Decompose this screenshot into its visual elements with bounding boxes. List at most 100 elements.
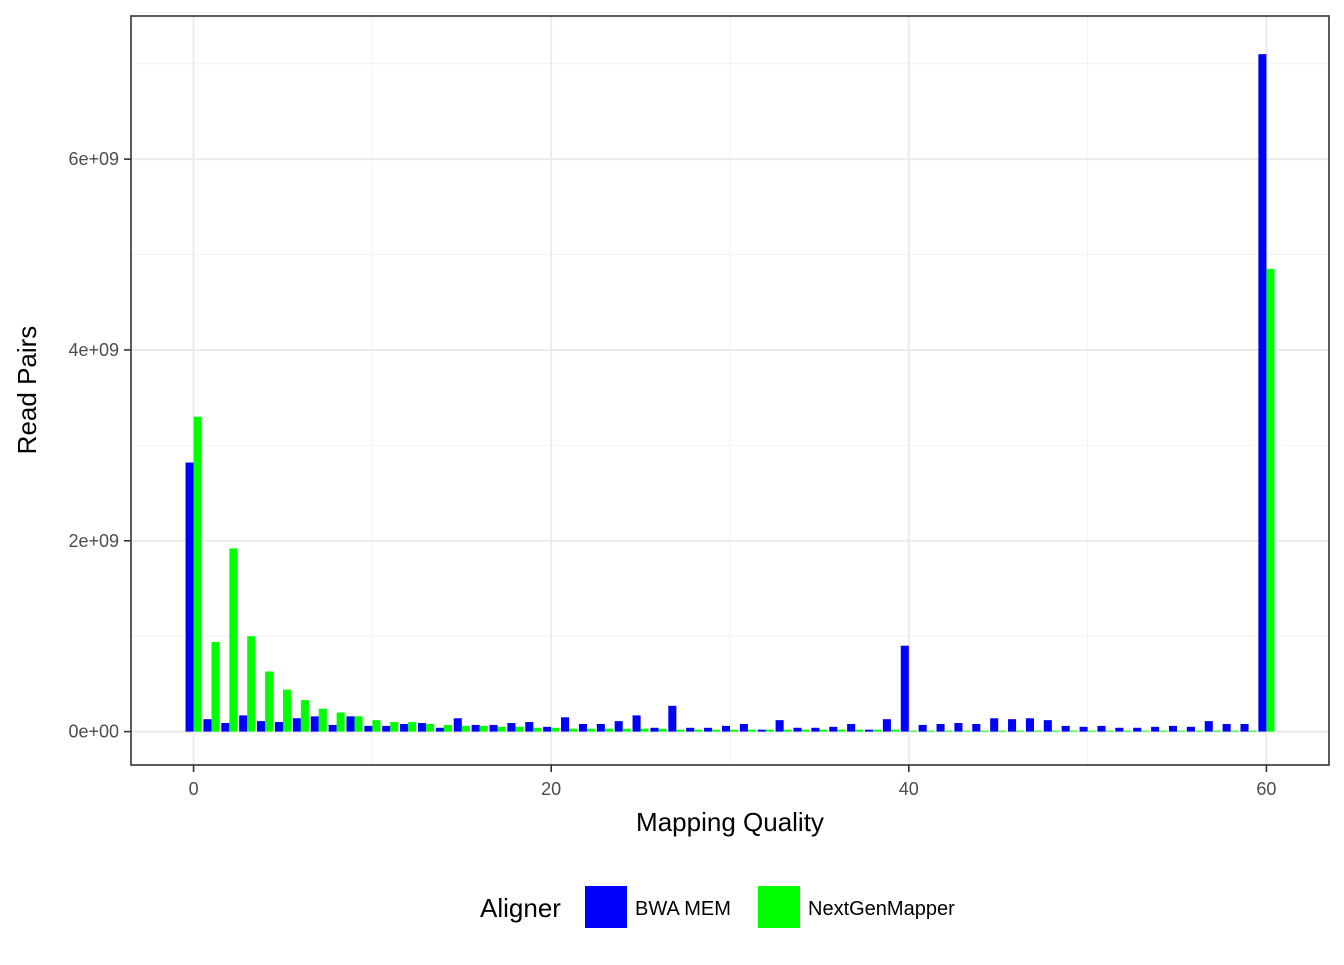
- bar-bwa-mem: [382, 725, 391, 732]
- bar-bwa-mem: [1025, 718, 1034, 732]
- bar-nextgenmapper: [497, 726, 506, 732]
- bar-nextgenmapper: [1016, 730, 1025, 732]
- bar-nextgenmapper: [944, 730, 953, 732]
- y-axis: 0e+00 2e+09 4e+09 6e+09: [68, 149, 131, 742]
- bar-nextgenmapper: [247, 636, 256, 732]
- bar-nextgenmapper: [1212, 730, 1221, 732]
- bar-nextgenmapper: [855, 729, 864, 732]
- bar-nextgenmapper: [1087, 730, 1096, 732]
- x-tick-label: 20: [541, 779, 561, 799]
- bar-bwa-mem: [185, 462, 194, 732]
- bar-nextgenmapper: [354, 716, 363, 732]
- bar-nextgenmapper: [390, 722, 399, 732]
- bar-bwa-mem: [1008, 719, 1017, 732]
- bar-nextgenmapper: [1033, 730, 1043, 732]
- bar-bwa-mem: [811, 727, 820, 732]
- bar-nextgenmapper: [586, 728, 596, 732]
- bar-nextgenmapper: [926, 730, 935, 732]
- bar-nextgenmapper: [229, 548, 238, 732]
- y-tick-label: 4e+09: [68, 340, 119, 360]
- bar-bwa-mem: [417, 723, 427, 732]
- bar-bwa-mem: [1115, 727, 1124, 732]
- bar-nextgenmapper: [1177, 730, 1186, 732]
- bar-bwa-mem: [453, 718, 462, 732]
- bar-nextgenmapper: [1051, 730, 1060, 732]
- bar-nextgenmapper: [408, 722, 417, 732]
- bar-bwa-mem: [346, 716, 355, 732]
- bar-bwa-mem: [632, 715, 641, 732]
- bar-nextgenmapper: [837, 729, 846, 732]
- bar-bwa-mem: [847, 723, 856, 732]
- bar-nextgenmapper: [712, 729, 721, 732]
- bar-nextgenmapper: [1266, 268, 1275, 732]
- bar-nextgenmapper: [1194, 730, 1203, 732]
- bar-nextgenmapper: [604, 728, 613, 732]
- bar-bwa-mem: [668, 705, 677, 732]
- bar-bwa-mem: [525, 722, 534, 732]
- bar-nextgenmapper: [1159, 730, 1168, 732]
- bar-nextgenmapper: [426, 723, 435, 732]
- legend: Aligner BWA MEM NextGenMapper: [480, 886, 955, 928]
- bar-nextgenmapper: [1069, 730, 1078, 732]
- bar-nextgenmapper: [265, 671, 274, 732]
- panel-border: [130, 15, 1330, 766]
- y-axis-title: Read Pairs: [12, 326, 42, 455]
- bar-nextgenmapper: [1141, 730, 1150, 732]
- bar-nextgenmapper: [193, 416, 202, 732]
- bar-nextgenmapper: [300, 700, 309, 732]
- bar-bwa-mem: [739, 723, 748, 732]
- bar-nextgenmapper: [515, 726, 524, 732]
- bar-nextgenmapper: [443, 724, 452, 732]
- legend-label-bwa-mem: BWA MEM: [635, 898, 731, 920]
- bar-nextgenmapper: [819, 729, 828, 732]
- bar-nextgenmapper: [1230, 730, 1239, 732]
- bar-bwa-mem: [1222, 723, 1231, 732]
- bar-nextgenmapper: [479, 725, 488, 732]
- bar-nextgenmapper: [873, 729, 882, 732]
- bar-bwa-mem: [829, 726, 838, 732]
- bars: [185, 54, 1275, 732]
- bar-bwa-mem: [471, 724, 480, 732]
- bar-bwa-mem: [489, 724, 498, 732]
- bar-nextgenmapper: [658, 728, 667, 732]
- y-tick-label: 0e+00: [68, 722, 119, 742]
- bar-bwa-mem: [757, 729, 766, 732]
- bar-bwa-mem: [793, 727, 802, 732]
- x-tick-label: 0: [189, 779, 199, 799]
- bar-bwa-mem: [704, 727, 713, 732]
- y-tick-label: 2e+09: [68, 531, 119, 551]
- bar-nextgenmapper: [569, 728, 578, 732]
- legend-label-nextgenmapper: NextGenMapper: [808, 898, 955, 920]
- bar-bwa-mem: [328, 724, 337, 732]
- bar-bwa-mem: [1079, 726, 1088, 732]
- bar-bwa-mem: [257, 721, 266, 732]
- bar-nextgenmapper: [765, 729, 774, 732]
- bar-nextgenmapper: [533, 727, 542, 732]
- bar-bwa-mem: [1258, 54, 1267, 732]
- bar-nextgenmapper: [336, 712, 345, 732]
- bar-nextgenmapper: [461, 725, 470, 732]
- bar-bwa-mem: [1168, 725, 1178, 732]
- bar-nextgenmapper: [694, 729, 703, 732]
- bar-bwa-mem: [936, 723, 945, 732]
- bar-bwa-mem: [918, 724, 927, 732]
- bar-nextgenmapper: [1123, 730, 1132, 732]
- bar-bwa-mem: [596, 723, 605, 732]
- bar-bwa-mem: [900, 645, 909, 732]
- bar-nextgenmapper: [640, 728, 649, 732]
- bar-nextgenmapper: [962, 730, 971, 732]
- bar-bwa-mem: [1186, 726, 1195, 732]
- bar-nextgenmapper: [372, 720, 381, 732]
- bar-bwa-mem: [972, 723, 981, 732]
- bar-nextgenmapper: [1248, 730, 1257, 732]
- bar-bwa-mem: [561, 717, 570, 732]
- bar-bwa-mem: [865, 729, 874, 732]
- bar-bwa-mem: [1097, 725, 1106, 732]
- bar-bwa-mem: [543, 726, 552, 732]
- x-axis-title: Mapping Quality: [636, 807, 824, 837]
- bar-bwa-mem: [400, 723, 409, 732]
- bar-nextgenmapper: [730, 729, 739, 732]
- bar-bwa-mem: [1043, 720, 1052, 732]
- bar-bwa-mem: [292, 718, 301, 732]
